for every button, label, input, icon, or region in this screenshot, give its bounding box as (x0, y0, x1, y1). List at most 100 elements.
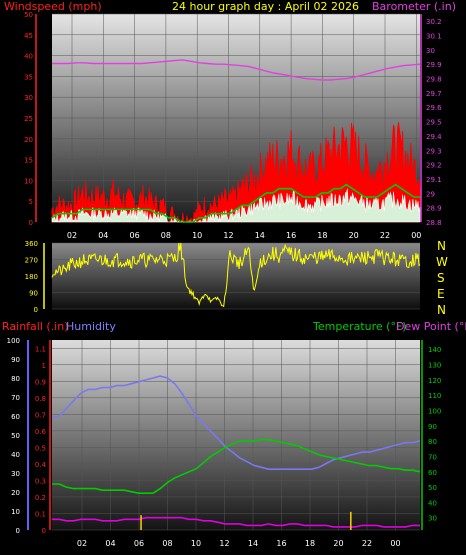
wind-gust-series (51, 183, 420, 223)
barometer-y-tick-label: 29 (426, 190, 435, 198)
wind-x-tick-label: 02 (67, 231, 77, 240)
direction-y-tick-label: 270 (25, 257, 38, 265)
humidity-y-tick-label: 30 (11, 470, 20, 478)
humidity-y-tick-label: 60 (11, 413, 20, 421)
wind-speed-series (51, 122, 421, 224)
barometer-y-tick-label: 30.1 (426, 33, 442, 41)
wind-y-tick-label: 0 (29, 219, 33, 227)
rainfall-y-tick-label: 0.2 (35, 494, 46, 502)
barometer-y-tick-label: 29.5 (426, 119, 442, 127)
temperature-y-tick-label: 90 (428, 423, 437, 431)
humidity-axis-title: Humidity (66, 320, 116, 333)
wind-x-tick-label: 04 (98, 231, 108, 240)
wind-x-tick-label: 06 (130, 231, 140, 240)
compass-label-w: W (436, 255, 448, 269)
direction-y-tick-label: 90 (29, 290, 38, 298)
humidity-y-tick-label: 90 (11, 356, 20, 364)
temperature-x-tick-label: 22 (362, 539, 372, 548)
compass-label-s: S (437, 271, 445, 285)
temperature-x-tick-label: 00 (390, 539, 400, 548)
wind-x-tick-label: 16 (286, 231, 296, 240)
wind-y-tick-label: 5 (29, 198, 33, 206)
barometer-y-tick-label: 28.9 (426, 205, 442, 213)
wind-y-tick-label: 35 (24, 73, 33, 81)
humidity-y-tick-label: 70 (11, 394, 20, 402)
rainfall-axis-title: Rainfall (.in) (2, 320, 69, 333)
compass-label-n-top: N (437, 239, 446, 253)
wind-y-tick-label: 20 (24, 136, 33, 144)
direction-y-tick-label: 180 (25, 273, 38, 281)
temperature-y-tick-label: 100 (428, 407, 441, 415)
temperature-x-tick-label: 04 (105, 539, 115, 548)
temperature-y-tick-label: 80 (428, 438, 437, 446)
temperature-x-tick-label: 10 (191, 539, 201, 548)
wind-x-tick-label: 12 (223, 231, 233, 240)
compass-labels: N W S E N (436, 239, 448, 317)
barometer-y-tick-label: 29.6 (426, 104, 442, 112)
barometer-y-tick-label: 30 (426, 47, 435, 55)
humidity-y-tick-label: 100 (7, 337, 20, 345)
barometer-y-tick-label: 29.9 (426, 61, 442, 69)
wind-y-tick-label: 30 (24, 94, 33, 102)
barometer-y-tick-label: 28.8 (426, 219, 442, 227)
wind-direction-series (51, 242, 421, 308)
graph-title: 24 hour graph day : April 02 2026 (172, 0, 359, 13)
barometer-y-tick-label: 29.4 (426, 133, 442, 141)
barometer-y-tick-label: 29.7 (426, 90, 442, 98)
wind-x-tick-label: 18 (317, 231, 327, 240)
wind-y-tick-label: 50 (24, 11, 33, 19)
temperature-x-tick-label: 08 (162, 539, 172, 548)
rainfall-y-tick-label: 1 (42, 362, 46, 370)
rainfall-y-tick-label: 0.5 (35, 444, 46, 452)
wind-y-tick-label: 45 (24, 32, 33, 40)
humidity-y-tick-label: 10 (11, 508, 20, 516)
wind-x-tick-label: 22 (380, 231, 390, 240)
barometer-y-tick-label: 29.8 (426, 76, 442, 84)
rainfall-y-tick-label: 0.3 (35, 477, 46, 485)
temperature-y-tick-label: 120 (428, 377, 441, 385)
wind-x-tick-label: 20 (349, 231, 359, 240)
rainfall-y-tick-label: 0.1 (35, 510, 46, 518)
humidity-y-tick-label: 50 (11, 432, 20, 440)
compass-label-e: E (437, 287, 445, 301)
barometer-y-tick-label: 30.2 (426, 18, 442, 26)
temperature-series (52, 438, 421, 495)
wind-y-tick-label: 15 (24, 157, 33, 165)
rainfall-y-tick-label: 0.7 (35, 411, 46, 419)
wind-x-tick-label: 10 (192, 231, 202, 240)
wind-y-tick-label: 40 (24, 53, 33, 61)
rainfall-y-tick-label: 0.8 (35, 395, 46, 403)
temperature-x-tick-label: 12 (219, 539, 229, 548)
barometer-y-tick-label: 29.3 (426, 147, 442, 155)
humidity-y-tick-label: 20 (11, 489, 20, 497)
dewpoint-axis-title: Dew Point (°F) (396, 320, 466, 333)
temperature-axis-title: Temperature (°F) (312, 320, 407, 333)
humidity-y-tick-label: 80 (11, 375, 20, 383)
rainfall-y-tick-label: 0.4 (35, 461, 47, 469)
rainfall-y-tick-label: 1.1 (35, 345, 46, 353)
humidity-series (51, 375, 421, 471)
temperature-y-tick-label: 130 (428, 362, 441, 370)
temperature-y-tick-label: 40 (428, 499, 437, 507)
windspeed-axis-title: Windspeed (mph) (4, 0, 102, 13)
rainfall-y-tick-label: 0.9 (35, 378, 46, 386)
temperature-x-tick-label: 02 (77, 539, 87, 548)
barometer-series (52, 59, 421, 81)
barometer-axis-title: Barometer (.in) (372, 0, 456, 13)
wind-x-tick-label: 14 (255, 231, 265, 240)
temperature-x-tick-label: 14 (248, 539, 258, 548)
humidity-y-tick-label: 40 (11, 451, 20, 459)
temperature-y-tick-label: 60 (428, 469, 437, 477)
rainfall-y-tick-label: 0.6 (35, 428, 47, 436)
temperature-y-tick-label: 70 (428, 453, 437, 461)
temperature-x-tick-label: 18 (305, 539, 315, 548)
humidity-y-tick-label: 0 (16, 527, 20, 535)
wind-y-tick-label: 25 (24, 115, 33, 123)
barometer-y-tick-label: 29.1 (426, 176, 442, 184)
compass-label-n-bottom: N (437, 303, 446, 317)
temperature-y-tick-label: 30 (428, 515, 437, 523)
temperature-panel (52, 340, 420, 530)
temperature-x-tick-label: 06 (134, 539, 144, 548)
wind-x-tick-label: 00 (411, 231, 421, 240)
barometer-y-tick-label: 29.2 (426, 162, 442, 170)
